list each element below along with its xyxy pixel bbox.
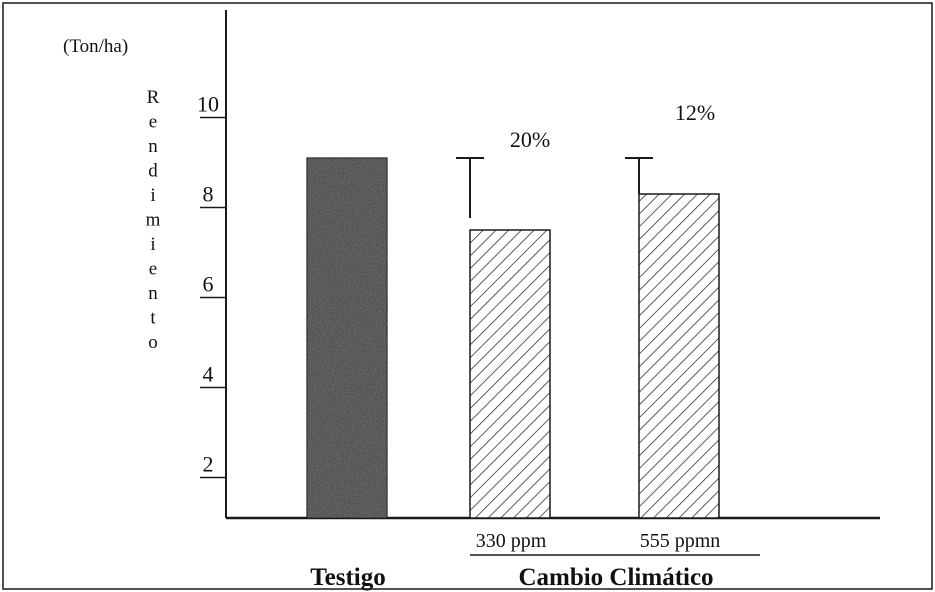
y-axis-title-letter: n <box>148 283 158 304</box>
y-axis-title-letter: d <box>148 161 158 182</box>
y-tick-label: 8 <box>203 182 214 207</box>
y-tick-label: 10 <box>197 92 219 117</box>
percent-reduction-label: 12% <box>675 100 715 125</box>
y-axis-title-letter: o <box>148 332 158 353</box>
bar-555-ppm <box>638 193 720 519</box>
y-axis-title-letter: e <box>149 112 157 133</box>
y-axis-title-letter: R <box>147 87 160 108</box>
y-tick-label: 4 <box>203 362 214 387</box>
percent-reduction-label: 20% <box>510 127 550 152</box>
x-tick-label-330: 330 ppm <box>476 530 547 552</box>
group-label-testigo: Testigo <box>310 564 385 591</box>
y-axis-title-letter: e <box>149 259 157 280</box>
x-tick-label-555: 555 ppmn <box>640 530 721 552</box>
bar-testigo-texture <box>307 158 387 518</box>
y-tick-label: 2 <box>203 452 214 477</box>
y-axis-title-letter: n <box>148 136 158 157</box>
y-axis-title-letter: m <box>146 210 161 231</box>
y-axis-title-letter: i <box>150 234 155 255</box>
bar-330-ppm <box>469 229 551 519</box>
group-label-cambio-climatico: Cambio Climático <box>518 564 713 591</box>
y-axis-title-letter: t <box>150 308 156 329</box>
y-axis-unit: (Ton/ha) <box>63 36 128 57</box>
y-axis-title-letter: i <box>150 185 155 206</box>
y-tick-label: 6 <box>203 272 214 297</box>
